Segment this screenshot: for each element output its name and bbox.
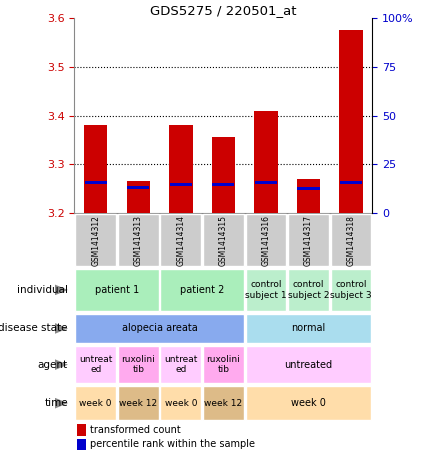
Text: control
subject 3: control subject 3 [330, 280, 372, 299]
Bar [169, 125, 193, 213]
Text: GSM1414317: GSM1414317 [304, 215, 313, 266]
Text: week 12: week 12 [119, 399, 157, 408]
Bar [288, 269, 329, 311]
Text: GSM1414313: GSM1414313 [134, 215, 143, 266]
Bar [78, 439, 86, 450]
Bar [331, 214, 371, 266]
Bar [75, 269, 159, 311]
Bar [85, 181, 107, 184]
Bar [297, 179, 320, 213]
Bar [75, 314, 244, 343]
Text: individual: individual [17, 285, 68, 295]
Bar [84, 125, 107, 213]
Bar [78, 424, 86, 436]
Text: percentile rank within the sample: percentile rank within the sample [90, 439, 255, 449]
Bar [118, 214, 159, 266]
Polygon shape [55, 398, 68, 409]
Text: time: time [44, 398, 68, 408]
Bar [246, 386, 371, 420]
Text: GSM1414314: GSM1414314 [177, 215, 185, 266]
Bar [75, 386, 116, 420]
Text: ruxolini
tib: ruxolini tib [121, 355, 155, 374]
Bar [160, 346, 201, 383]
Text: week 12: week 12 [204, 399, 243, 408]
Bar [203, 386, 244, 420]
Bar [339, 30, 363, 213]
Text: week 0: week 0 [79, 399, 112, 408]
Text: untreat
ed: untreat ed [164, 355, 198, 374]
Bar [246, 269, 286, 311]
Text: GSM1414315: GSM1414315 [219, 215, 228, 266]
Polygon shape [55, 284, 68, 295]
Bar [288, 214, 329, 266]
Text: week 0: week 0 [165, 399, 197, 408]
Bar [75, 214, 116, 266]
Text: alopecia areata: alopecia areata [122, 323, 198, 333]
Bar [127, 186, 149, 189]
Bar [170, 183, 192, 186]
Text: patient 2: patient 2 [180, 285, 224, 295]
Bar [246, 314, 371, 343]
Bar [118, 346, 159, 383]
Text: transformed count: transformed count [90, 425, 181, 435]
Text: GSM1414312: GSM1414312 [91, 215, 100, 266]
Bar [246, 214, 286, 266]
Bar [331, 269, 371, 311]
Bar [203, 214, 244, 266]
Title: GDS5275 / 220501_at: GDS5275 / 220501_at [150, 4, 297, 17]
Bar [254, 111, 278, 213]
Bar [160, 386, 201, 420]
Bar [75, 346, 116, 383]
Text: disease state: disease state [0, 323, 68, 333]
Text: agent: agent [38, 360, 68, 370]
Text: patient 1: patient 1 [95, 285, 139, 295]
Text: control
subject 2: control subject 2 [288, 280, 329, 299]
Polygon shape [55, 323, 68, 334]
Bar [203, 346, 244, 383]
Polygon shape [55, 359, 68, 370]
Bar [212, 137, 235, 213]
Text: untreat
ed: untreat ed [79, 355, 113, 374]
Bar [297, 187, 320, 190]
Bar [127, 181, 150, 213]
Bar [255, 181, 277, 184]
Bar [160, 269, 244, 311]
Bar [212, 183, 234, 186]
Text: normal: normal [291, 323, 325, 333]
Text: GSM1414318: GSM1414318 [346, 215, 356, 266]
Bar [246, 346, 371, 383]
Text: untreated: untreated [284, 360, 332, 370]
Text: week 0: week 0 [291, 398, 326, 408]
Text: ruxolini
tib: ruxolini tib [206, 355, 240, 374]
Text: control
subject 1: control subject 1 [245, 280, 287, 299]
Bar [118, 386, 159, 420]
Bar [340, 181, 362, 184]
Bar [160, 214, 201, 266]
Text: GSM1414316: GSM1414316 [261, 215, 270, 266]
